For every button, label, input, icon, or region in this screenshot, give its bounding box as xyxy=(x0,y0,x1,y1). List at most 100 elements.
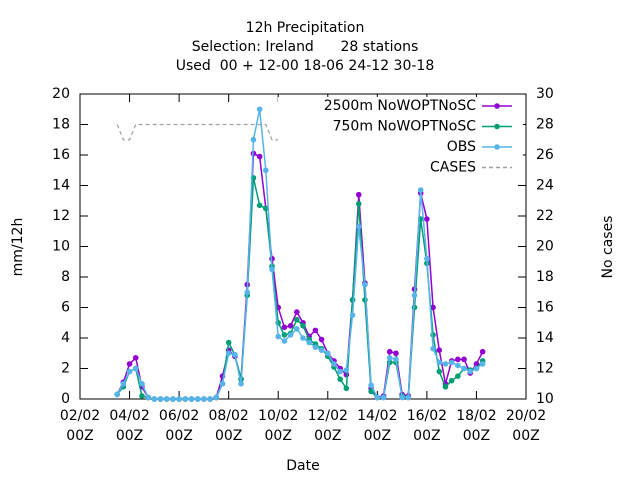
data-point xyxy=(436,368,443,375)
y2-tick-label: 24 xyxy=(536,178,554,194)
y2-tick-label: 14 xyxy=(536,330,554,346)
data-point xyxy=(182,396,189,402)
data-point xyxy=(337,376,343,382)
y-axis-label: mm/12h xyxy=(10,218,26,277)
data-point xyxy=(343,367,350,373)
data-point xyxy=(219,380,226,387)
x-axis-label: Date xyxy=(286,458,319,474)
data-point xyxy=(424,255,430,262)
data-point xyxy=(473,365,480,372)
data-point xyxy=(479,361,486,367)
data-point xyxy=(355,201,362,207)
y2-tick-label: 26 xyxy=(536,147,554,163)
y-tick-label: 2 xyxy=(61,361,70,377)
data-point xyxy=(436,347,443,354)
y-tick-label: 12 xyxy=(52,208,70,224)
data-point xyxy=(455,373,461,379)
data-point xyxy=(201,396,207,402)
y-tick-label: 4 xyxy=(61,330,70,346)
y-tick-label: 20 xyxy=(52,86,70,102)
data-point xyxy=(386,348,393,355)
data-point xyxy=(126,361,133,367)
legend-label: CASES xyxy=(430,160,476,176)
data-point xyxy=(232,351,238,358)
data-point xyxy=(411,292,418,299)
data-point xyxy=(306,339,312,346)
data-point xyxy=(194,396,201,402)
y2-tick-label: 10 xyxy=(536,391,554,407)
data-point xyxy=(399,394,405,401)
data-point xyxy=(114,391,120,398)
data-point xyxy=(269,266,275,273)
y2-tick-label: 12 xyxy=(536,361,554,377)
data-point xyxy=(312,327,319,334)
data-point xyxy=(430,345,436,352)
data-point xyxy=(318,336,325,343)
legend-marker xyxy=(494,123,500,130)
chart-title: Used 00 + 12-00 18-06 24-12 30-18 xyxy=(176,58,434,74)
data-point xyxy=(417,187,424,193)
data-point xyxy=(300,323,306,329)
y2-tick-label: 28 xyxy=(536,117,554,133)
data-point xyxy=(467,368,474,375)
legend-label: 2500m NoWOPTNoSC xyxy=(324,98,477,114)
legend-box xyxy=(278,97,523,176)
data-point xyxy=(386,355,393,361)
y2-tick-label: 30 xyxy=(536,86,554,102)
data-point xyxy=(120,380,127,387)
data-point xyxy=(448,377,455,384)
data-point xyxy=(374,394,381,401)
data-point xyxy=(312,344,319,350)
data-point xyxy=(424,216,430,222)
y-tick-label: 8 xyxy=(61,269,70,285)
legend-label: OBS xyxy=(447,139,476,155)
data-point xyxy=(473,361,480,367)
data-point xyxy=(324,350,331,357)
legend-marker xyxy=(494,103,500,109)
data-point xyxy=(455,356,461,363)
data-point xyxy=(139,393,145,399)
x-tick-label: 18/02 00Z xyxy=(456,408,496,444)
data-point xyxy=(331,361,337,367)
data-point xyxy=(225,339,232,346)
y-tick-label: 6 xyxy=(61,300,70,316)
data-point xyxy=(207,396,213,402)
data-point xyxy=(362,297,368,303)
data-point xyxy=(368,388,374,395)
data-point xyxy=(294,309,300,315)
data-point xyxy=(294,316,300,323)
y2-tick-label: 20 xyxy=(536,239,554,255)
data-point xyxy=(132,365,139,372)
data-point xyxy=(287,332,294,338)
data-point xyxy=(256,202,263,209)
data-point xyxy=(263,167,269,174)
data-point xyxy=(461,365,467,372)
series-line xyxy=(116,177,484,400)
data-point xyxy=(479,348,486,355)
data-point xyxy=(256,153,263,160)
data-point xyxy=(151,396,158,402)
data-point xyxy=(355,191,362,198)
data-point xyxy=(287,323,294,329)
data-point xyxy=(349,312,356,318)
data-point xyxy=(300,335,306,341)
data-point xyxy=(213,394,220,401)
data-point xyxy=(294,326,300,332)
data-point xyxy=(393,356,399,363)
x-tick-label: 04/02 00Z xyxy=(109,408,149,444)
data-point xyxy=(393,350,399,357)
chart-title: 12h Precipitation xyxy=(246,20,365,36)
data-point xyxy=(318,347,325,354)
x-tick-label: 12/02 00Z xyxy=(308,408,348,444)
x-tick-label: 08/02 00Z xyxy=(208,408,248,444)
y-tick-label: 18 xyxy=(52,117,70,133)
x-tick-label: 14/02 00Z xyxy=(357,408,397,444)
legend-label: 750m NoWOPTNoSC xyxy=(333,119,477,135)
data-point xyxy=(442,361,449,367)
data-point xyxy=(380,394,387,401)
data-point xyxy=(455,362,461,369)
data-point xyxy=(343,385,350,392)
y-tick-label: 0 xyxy=(61,391,70,407)
data-point xyxy=(250,136,257,143)
